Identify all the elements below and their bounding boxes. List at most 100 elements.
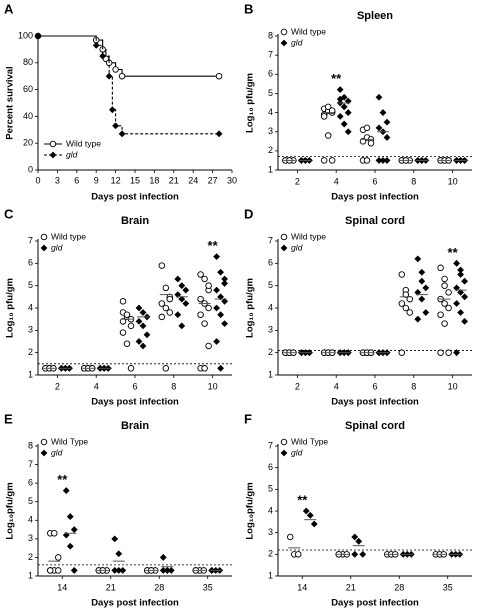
point <box>453 284 460 292</box>
panel-letter: A <box>4 1 14 16</box>
y-tick-label: 2 <box>28 347 33 357</box>
y-tick-label: 6 <box>268 258 273 268</box>
point <box>217 268 224 276</box>
point <box>422 309 430 316</box>
legend-marker <box>49 151 57 159</box>
point <box>320 157 328 164</box>
legend-marker <box>40 449 48 457</box>
y-tick-label: 5 <box>28 496 33 506</box>
point <box>344 109 352 116</box>
point <box>379 157 387 164</box>
point <box>367 139 375 147</box>
y-tick-label: 5 <box>28 280 33 290</box>
point <box>55 567 62 574</box>
point <box>359 138 367 145</box>
point <box>201 365 208 372</box>
x-tick-label: 27 <box>208 175 218 185</box>
point <box>340 103 348 111</box>
legend-label: gld <box>291 37 303 47</box>
point <box>398 349 406 356</box>
point <box>441 300 448 307</box>
point <box>135 304 143 312</box>
y-tick-label: 2 <box>268 145 273 155</box>
point <box>363 124 371 132</box>
point <box>182 300 190 307</box>
panel-letter: F <box>244 411 252 426</box>
x-axis-label: Days post infection <box>331 397 419 408</box>
point <box>302 507 310 515</box>
panel-title: Brain <box>121 215 149 227</box>
point <box>453 300 460 307</box>
y-axis-label: Percent survival <box>5 66 16 139</box>
point <box>205 304 212 312</box>
point <box>414 255 422 263</box>
point <box>221 320 228 328</box>
panel-letter: B <box>244 1 253 16</box>
point <box>445 349 452 356</box>
legend-label: gld <box>51 447 63 457</box>
point <box>320 113 328 120</box>
x-tick-label: 6 <box>372 381 377 391</box>
legend-marker <box>40 244 48 252</box>
point <box>453 349 460 357</box>
point <box>201 275 208 283</box>
legend-marker <box>280 233 288 241</box>
y-tick-label: 2 <box>28 552 33 562</box>
y-tick-label: 4 <box>268 505 273 515</box>
point <box>92 41 100 49</box>
point <box>351 533 359 541</box>
y-tick-label: 0 <box>28 164 33 174</box>
y-tick-label: 1 <box>268 164 273 174</box>
point <box>437 311 444 318</box>
point <box>158 300 166 307</box>
point <box>217 293 224 301</box>
legend-label: Wild Type <box>51 436 88 446</box>
y-axis-label: Log₁₀pfu/gm <box>5 482 16 539</box>
point <box>139 309 147 316</box>
y-tick-label: 7 <box>268 440 273 450</box>
point <box>221 280 228 287</box>
legend-label: gld <box>66 149 78 159</box>
point <box>437 349 444 356</box>
point <box>418 295 426 303</box>
point <box>445 304 452 312</box>
point <box>205 342 212 350</box>
legend-label: Wild type <box>66 138 101 148</box>
point <box>111 567 119 574</box>
x-tick-label: 2 <box>295 381 300 391</box>
point <box>127 365 135 372</box>
point <box>163 567 171 574</box>
point <box>422 284 430 292</box>
point <box>375 157 383 164</box>
x-tick-label: 2 <box>295 176 300 186</box>
x-tick-label: 15 <box>130 175 140 185</box>
y-tick-label: 3 <box>268 325 273 335</box>
point <box>461 318 468 325</box>
point <box>363 157 371 164</box>
y-axis-label: Log₁₀pfu/gm <box>245 482 256 539</box>
y-tick-label: 5 <box>268 484 273 494</box>
y-tick-label: 20 <box>23 138 33 148</box>
legend-marker <box>280 244 288 252</box>
legend-marker <box>280 438 288 446</box>
x-tick-label: 12 <box>111 175 121 185</box>
point <box>441 275 448 283</box>
point <box>139 342 147 350</box>
point <box>441 320 448 327</box>
point <box>215 130 223 138</box>
y-tick-label: 7 <box>28 459 33 469</box>
point <box>108 106 116 114</box>
legend-marker <box>40 233 48 241</box>
point <box>306 511 314 519</box>
x-tick-label: 4 <box>334 176 339 186</box>
point <box>336 113 344 120</box>
point <box>201 320 208 327</box>
legend-label: gld <box>51 242 63 252</box>
y-tick-label: 3 <box>28 325 33 335</box>
point <box>344 128 352 136</box>
point <box>213 253 220 261</box>
point <box>213 286 220 294</box>
point <box>355 537 363 545</box>
point <box>461 277 468 285</box>
point <box>215 72 223 80</box>
